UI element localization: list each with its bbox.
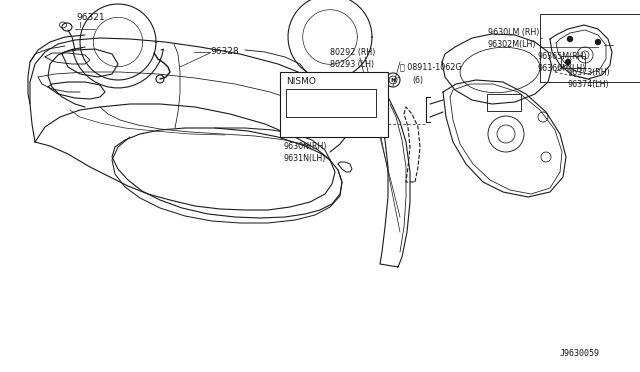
Text: 80293 (LH): 80293 (LH): [330, 60, 374, 68]
Circle shape: [568, 36, 573, 42]
Text: J9630059: J9630059: [560, 350, 600, 359]
Text: 9631N(LH): 9631N(LH): [284, 154, 326, 163]
Text: 96373(RH): 96373(RH): [567, 67, 610, 77]
Text: 96302M(LH): 96302M(LH): [488, 41, 536, 49]
Circle shape: [566, 60, 570, 64]
Bar: [540, 14, 640, 82]
Text: 96366M(LH): 96366M(LH): [538, 64, 586, 74]
Text: 9630N(RH): 9630N(RH): [284, 141, 328, 151]
Bar: [280, 72, 388, 137]
Text: NISMO: NISMO: [286, 77, 316, 87]
Text: 80292 (RH): 80292 (RH): [330, 48, 376, 57]
Bar: [286, 89, 376, 117]
Circle shape: [595, 39, 600, 45]
Text: 96374(LH): 96374(LH): [567, 80, 609, 89]
Text: 96321: 96321: [76, 13, 104, 22]
Text: 96365M(RH): 96365M(RH): [538, 52, 588, 61]
Text: (6): (6): [412, 76, 423, 84]
Text: N: N: [390, 77, 396, 83]
Text: 96328: 96328: [210, 48, 239, 57]
Text: 9630LM (RH): 9630LM (RH): [488, 28, 540, 36]
Text: Ⓝ 08911-1062G: Ⓝ 08911-1062G: [400, 62, 461, 71]
